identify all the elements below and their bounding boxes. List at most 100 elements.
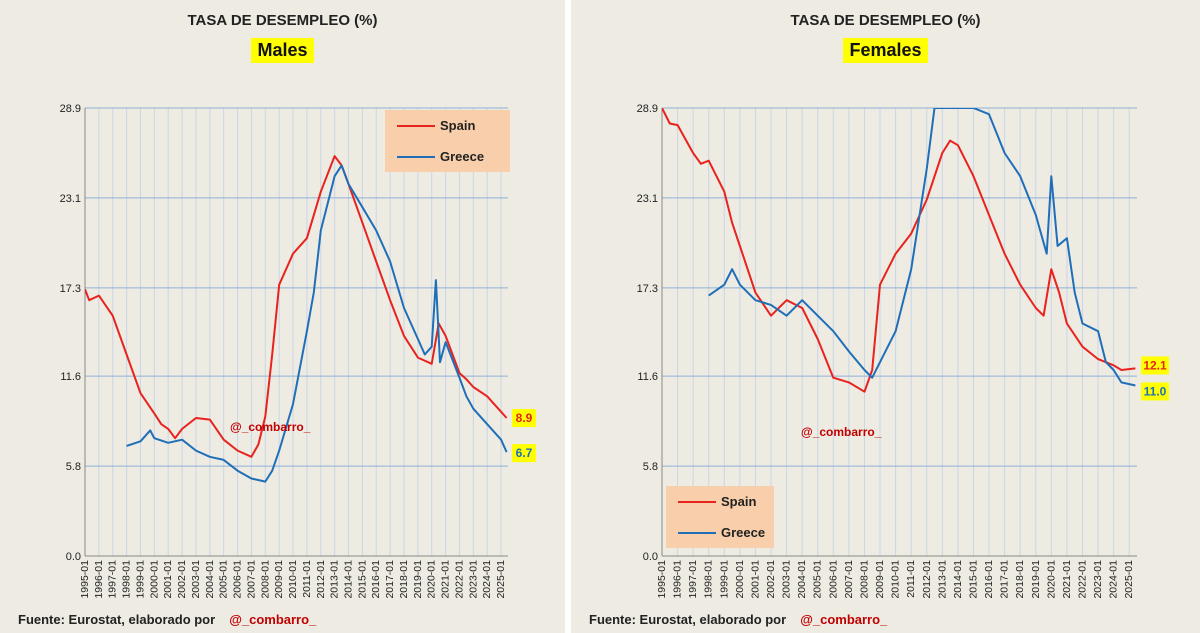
x-tick-label: 2015-01: [967, 560, 979, 599]
y-tick-label: 0.0: [643, 551, 658, 563]
x-tick-label: 2016-01: [370, 560, 382, 599]
chart-panel-females: TASA DE DESEMPLEO (%) Females 0.0 5.8 11.6…: [571, 0, 1200, 633]
end-value-label: 8.9: [512, 409, 536, 428]
legend-label: Greece: [440, 149, 484, 164]
x-tick-label: 2007-01: [843, 560, 855, 599]
x-tick-label: 2005-01: [812, 560, 824, 599]
x-tick-label: 2002-01: [765, 560, 777, 599]
x-tick-label: 2004-01: [204, 560, 216, 599]
x-tick-label: 1998-01: [121, 560, 133, 599]
y-tick-label: 17.3: [637, 283, 658, 295]
legend-box: [666, 486, 774, 548]
x-tick-label: 2023-01: [1092, 560, 1104, 599]
x-tick-label: 2007-01: [245, 560, 257, 599]
svg-text:12.1: 12.1: [1143, 358, 1167, 372]
y-tick-label: 28.9: [637, 103, 658, 115]
x-tick-label: 2009-01: [273, 560, 285, 599]
svg-text:11.0: 11.0: [1144, 384, 1167, 398]
x-tick-label: 2024-01: [481, 560, 493, 599]
x-tick-label: 2021-01: [1061, 560, 1073, 599]
y-tick-label: 5.8: [643, 461, 658, 473]
plot-area: [662, 108, 1137, 556]
y-tick-label: 5.8: [66, 461, 81, 473]
x-tick-label: 2011-01: [301, 560, 313, 598]
x-tick-label: 2015-01: [356, 560, 368, 599]
legend-label: Greece: [721, 525, 765, 540]
source-note: Fuente: Eurostat, elaborado por @_combarr…: [589, 612, 887, 627]
end-value-label: 11.0: [1141, 382, 1169, 401]
x-tick-label: 2025-01: [495, 560, 507, 599]
x-tick-label: 2001-01: [749, 560, 761, 599]
x-tick-label: 2003-01: [190, 560, 202, 599]
source-text: Fuente: Eurostat, elaborado por: [18, 612, 216, 627]
y-tick-label: 17.3: [60, 283, 81, 295]
x-tick-label: 2006-01: [827, 560, 839, 599]
svg-text:8.9: 8.9: [516, 411, 533, 425]
x-tick-label: 2020-01: [1045, 560, 1057, 599]
legend-label: Spain: [440, 118, 475, 133]
x-tick-label: 1997-01: [687, 560, 699, 599]
x-tick-label: 2013-01: [936, 560, 948, 599]
x-tick-label: 2019-01: [412, 560, 424, 599]
x-tick-label: 2013-01: [329, 560, 341, 599]
source-handle[interactable]: @_combarro_: [800, 612, 888, 627]
x-tick-label: 2025-01: [1123, 560, 1135, 599]
chart-subtitle: Females: [843, 38, 928, 63]
x-tick-label: 2022-01: [1076, 560, 1088, 599]
x-tick-label: 2003-01: [781, 560, 793, 599]
end-value-label: 6.7: [512, 444, 536, 463]
x-tick-label: 2000-01: [148, 560, 160, 599]
chart-title: TASA DE DESEMPLEO (%): [187, 12, 378, 29]
x-tick-label: 2012-01: [315, 560, 327, 599]
x-tick-label: 2002-01: [176, 560, 188, 599]
x-tick-label: 2018-01: [1014, 560, 1026, 599]
legend-label: Spain: [721, 494, 756, 509]
x-tick-label: 2021-01: [440, 560, 452, 599]
series-line-greece: [708, 108, 1136, 387]
x-tick-label: 2017-01: [999, 560, 1011, 599]
chart-subtitle: Males: [251, 38, 314, 63]
watermark: @_combarro_: [801, 425, 882, 439]
x-tick-label: 2000-01: [734, 560, 746, 599]
y-tick-label: 23.1: [637, 193, 658, 205]
y-tick-label: 11.6: [60, 371, 81, 383]
y-tick-label: 0.0: [66, 551, 81, 563]
end-value-label: 12.1: [1141, 356, 1169, 375]
source-handle[interactable]: @_combarro_: [229, 612, 317, 627]
source-note: Fuente: Eurostat, elaborado por @_combarr…: [18, 612, 316, 627]
x-tick-label: 2023-01: [467, 560, 479, 599]
x-tick-label: 1997-01: [107, 560, 119, 599]
x-tick-label: 2008-01: [858, 560, 870, 599]
y-tick-label: 23.1: [60, 193, 81, 205]
x-tick-label: 2004-01: [796, 560, 808, 599]
x-tick-label: 2017-01: [384, 560, 396, 599]
y-tick-label: 28.9: [60, 103, 81, 115]
x-tick-label: 1999-01: [718, 560, 730, 599]
series-line-spain: [85, 155, 508, 458]
series-line-spain: [662, 108, 1136, 393]
x-tick-label: 1998-01: [703, 560, 715, 599]
watermark: @_combarro_: [230, 420, 311, 434]
x-tick-label: 2005-01: [218, 560, 230, 599]
x-tick-label: 1995-01: [656, 560, 668, 599]
x-tick-label: 2014-01: [343, 560, 355, 599]
x-tick-label: 2010-01: [890, 560, 902, 599]
chart-title: TASA DE DESEMPLEO (%): [790, 12, 981, 29]
x-tick-label: 2011-01: [905, 560, 917, 598]
x-tick-label: 2019-01: [1030, 560, 1042, 599]
x-tick-label: 2018-01: [398, 560, 410, 599]
x-tick-label: 2009-01: [874, 560, 886, 599]
x-tick-label: 2001-01: [162, 560, 174, 599]
x-tick-label: 2014-01: [952, 560, 964, 599]
x-tick-label: 2008-01: [259, 560, 271, 599]
chart-panel-males: TASA DE DESEMPLEO (%) Males 0.0 5.8 11.6 17…: [0, 0, 565, 633]
x-tick-label: 2010-01: [287, 560, 299, 599]
x-tick-label: 2012-01: [921, 560, 933, 599]
x-tick-label: 2006-01: [232, 560, 244, 599]
series-line-greece: [126, 164, 508, 483]
y-tick-label: 11.6: [637, 371, 658, 383]
x-tick-label: 2020-01: [426, 560, 438, 599]
x-tick-label: 2024-01: [1108, 560, 1120, 599]
